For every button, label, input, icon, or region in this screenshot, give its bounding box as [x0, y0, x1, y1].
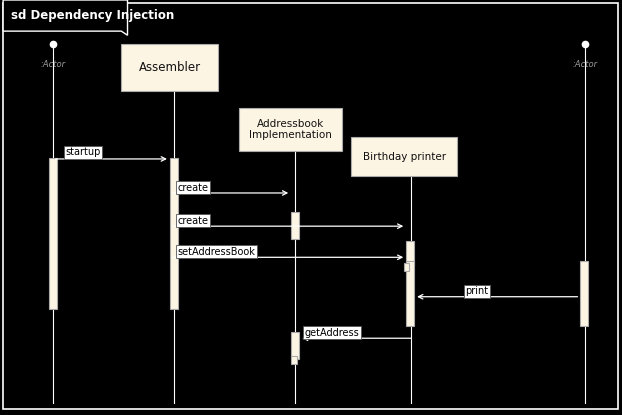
Text: sd Dependency Injection: sd Dependency Injection [11, 9, 174, 22]
Text: :Actor: :Actor [40, 60, 65, 69]
Text: Addressbook
Implementation: Addressbook Implementation [249, 119, 332, 141]
Bar [406, 241, 414, 266]
Bar [291, 356, 297, 364]
Bar [49, 158, 57, 309]
Text: getAddress: getAddress [305, 328, 360, 338]
Text: startup: startup [65, 147, 101, 157]
Text: create: create [177, 183, 208, 193]
Text: create: create [177, 216, 208, 226]
Bar [291, 332, 299, 359]
Text: :Actor: :Actor [572, 60, 597, 69]
Bar [121, 44, 218, 91]
Bar [170, 158, 178, 309]
Bar [406, 261, 414, 326]
Text: Birthday printer: Birthday printer [363, 151, 446, 162]
Text: print: print [465, 286, 488, 296]
Text: Assembler: Assembler [139, 61, 200, 74]
Bar [351, 137, 457, 176]
Bar [239, 108, 342, 151]
Bar [580, 261, 588, 326]
Polygon shape [3, 0, 128, 35]
Bar [291, 212, 299, 239]
Bar [404, 263, 409, 271]
Text: setAddressBook: setAddressBook [177, 247, 255, 257]
